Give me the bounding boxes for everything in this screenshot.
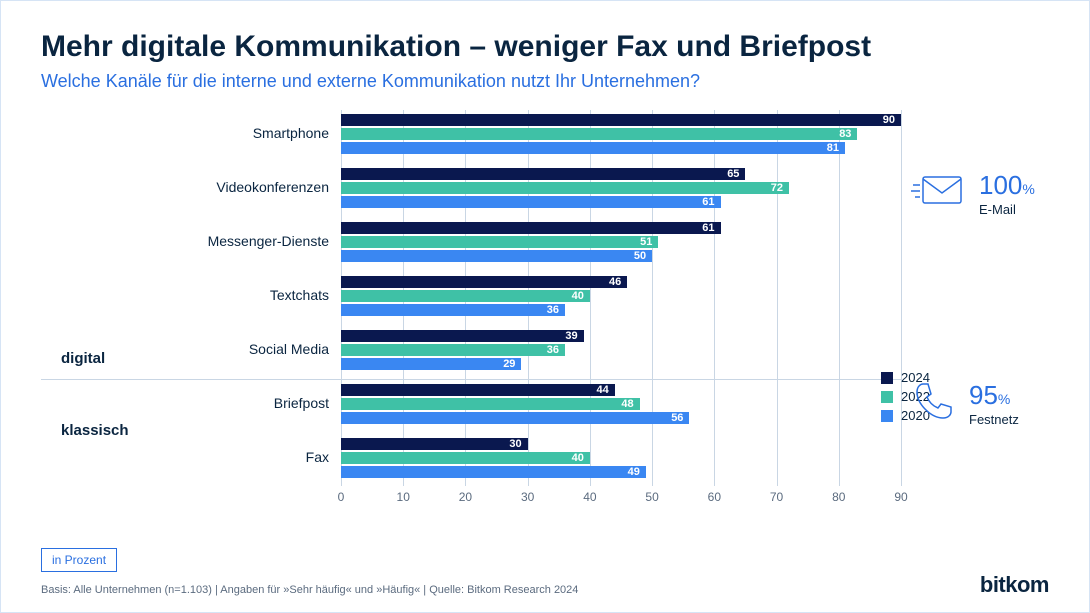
mail-icon [911,173,965,216]
gridline [901,110,902,486]
group-label: klassisch [61,422,129,439]
bar-value-label: 50 [341,250,650,262]
legend-swatch [881,410,893,422]
bar-value-label: 40 [341,290,588,302]
callout-text: 95% Festnetz [969,380,1019,429]
bar-value-label: 48 [341,398,638,410]
bar-value-label: 39 [341,330,582,342]
x-tick: 0 [338,490,345,504]
bar-value-label: 61 [341,222,719,234]
chart-plot: 0102030405060708090908381657261615150464… [341,110,901,510]
x-tick: 90 [894,490,907,504]
gridline [714,110,715,486]
bar-value-label: 56 [341,412,687,424]
bar-value-label: 83 [341,128,855,140]
chart-area: Smartphone Videokonferenzen Messenger-Dien… [41,110,1049,510]
category-label: Smartphone [253,125,329,141]
x-tick: 70 [770,490,783,504]
bar-value-label: 29 [341,358,519,370]
x-tick: 60 [708,490,721,504]
x-tick: 50 [645,490,658,504]
phone-callout: 95% Festnetz [911,380,1019,429]
gridline [590,110,591,486]
callout-value: 95 [969,380,998,410]
callout-value: 100 [979,170,1022,200]
x-tick: 40 [583,490,596,504]
callout-suffix: % [998,391,1010,407]
gridline [839,110,840,486]
bar-value-label: 46 [341,276,625,288]
bar-value-label: 49 [341,466,644,478]
bar-value-label: 81 [341,142,843,154]
chart-left-labels: Smartphone Videokonferenzen Messenger-Dien… [41,110,341,510]
callout-label: Festnetz [969,412,1019,427]
category-label: Fax [306,449,329,465]
x-tick: 10 [397,490,410,504]
x-tick: 30 [521,490,534,504]
phone-icon [911,380,955,429]
bar-value-label: 51 [341,236,656,248]
bar-value-label: 30 [341,438,526,450]
bar-value-label: 36 [341,304,563,316]
bar-value-label: 44 [341,384,613,396]
callout-text: 100% E-Mail [979,170,1035,219]
callout-label: E-Mail [979,202,1016,217]
infographic-frame: Mehr digitale Kommunikation – weniger Fa… [0,0,1090,613]
bar-value-label: 90 [341,114,899,126]
group-divider [41,379,901,380]
bar-value-label: 40 [341,452,588,464]
mail-callout: 100% E-Mail [911,170,1035,219]
bar-value-label: 72 [341,182,787,194]
chart-right-callouts: 100% E-Mail 95% Festnetz [911,110,1090,510]
category-label: Textchats [270,287,329,303]
bar-value-label: 65 [341,168,743,180]
chart-title: Mehr digitale Kommunikation – weniger Fa… [41,29,1049,65]
category-label: Messenger-Dienste [208,233,329,249]
legend-swatch [881,391,893,403]
category-label: Social Media [249,341,329,357]
gridline [652,110,653,486]
bar-value-label: 36 [341,344,563,356]
callout-suffix: % [1022,181,1034,197]
chart-subtitle: Welche Kanäle für die interne und extern… [41,71,1049,92]
brand-logo: bitkom [980,572,1049,598]
bar-value-label: 61 [341,196,719,208]
x-tick: 80 [832,490,845,504]
legend-swatch [881,372,893,384]
source-note: Basis: Alle Unternehmen (n=1.103) | Anga… [41,584,578,596]
group-label: digital [61,350,105,367]
x-tick: 20 [459,490,472,504]
category-label: Briefpost [274,395,329,411]
category-label: Videokonferenzen [216,179,329,195]
unit-label: in Prozent [41,548,117,572]
gridline [777,110,778,486]
